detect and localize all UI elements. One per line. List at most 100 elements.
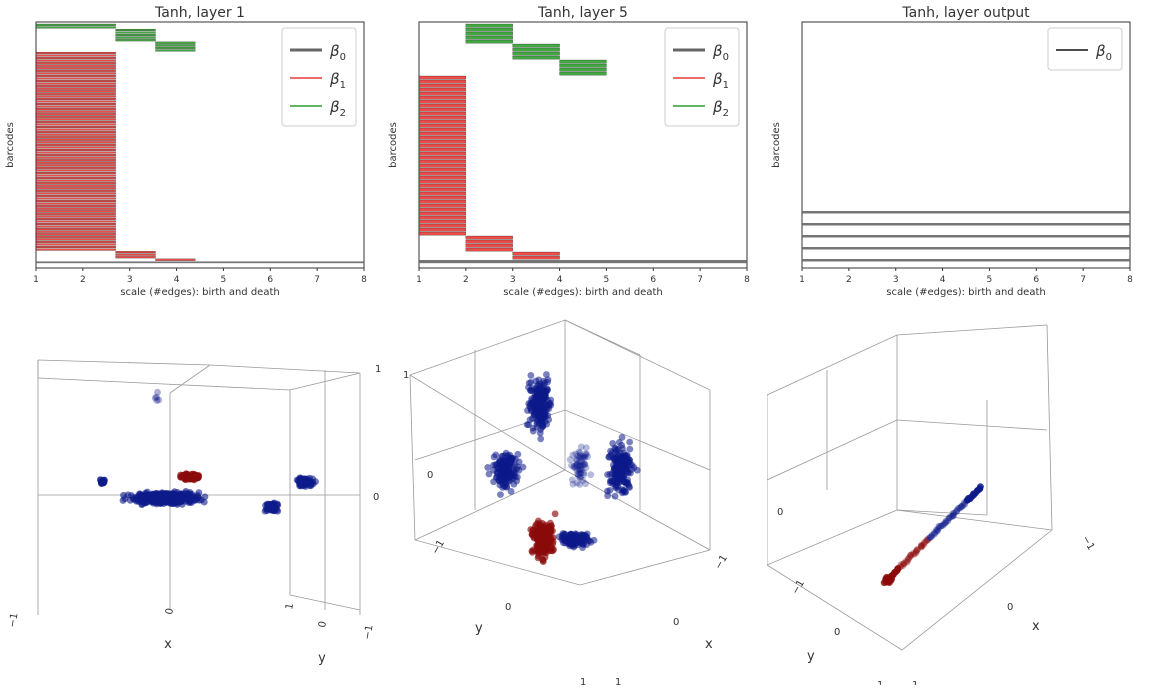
barcode-bar bbox=[35, 207, 116, 210]
barcode-bar bbox=[418, 207, 466, 212]
plot-frame bbox=[801, 21, 1131, 269]
chart-title: Tanh, layer 5 bbox=[537, 5, 628, 21]
data-point bbox=[527, 387, 535, 394]
data-point bbox=[582, 480, 589, 488]
barcode-bar bbox=[35, 177, 116, 180]
data-point bbox=[528, 547, 536, 555]
barcode-bar bbox=[465, 39, 513, 44]
data-point bbox=[582, 450, 590, 458]
data-point bbox=[576, 469, 584, 477]
barcode-bar bbox=[35, 80, 116, 83]
data-point bbox=[515, 458, 523, 466]
barcode-bar bbox=[35, 108, 116, 111]
data-point bbox=[900, 560, 908, 568]
data-point bbox=[573, 467, 581, 474]
barcode-bar bbox=[559, 67, 607, 72]
y-tick-label: 0 bbox=[317, 620, 329, 628]
data-point bbox=[142, 489, 150, 497]
data-point bbox=[573, 460, 581, 468]
barcode-bar bbox=[802, 211, 1130, 214]
data-point bbox=[924, 536, 932, 544]
z-tick-label: −1 bbox=[1079, 534, 1096, 552]
data-point bbox=[934, 526, 942, 534]
x-tick-label: 2 bbox=[846, 275, 852, 285]
data-point bbox=[577, 465, 585, 473]
barcode-bar bbox=[35, 166, 116, 169]
z-tick-label: 0 bbox=[427, 470, 433, 481]
barcode-bar bbox=[802, 247, 1130, 250]
barcode-bar bbox=[418, 199, 466, 204]
barcode-bar bbox=[418, 151, 466, 156]
data-point bbox=[186, 490, 194, 498]
barcode-bar bbox=[35, 62, 116, 65]
data-point bbox=[539, 558, 547, 566]
data-point bbox=[581, 452, 589, 460]
y-axis-label: barcodes bbox=[5, 122, 16, 168]
data-point bbox=[620, 488, 627, 496]
data-point bbox=[307, 482, 315, 490]
y-tick-label: 0 bbox=[834, 627, 840, 638]
data-point bbox=[904, 556, 912, 563]
data-point bbox=[574, 470, 582, 478]
data-point bbox=[906, 553, 914, 561]
data-point bbox=[533, 393, 541, 401]
barcode-bar bbox=[418, 87, 466, 92]
barcode-bar bbox=[512, 47, 560, 52]
x-tick-label: 7 bbox=[1080, 275, 1086, 285]
data-point bbox=[956, 504, 963, 512]
data-point bbox=[528, 531, 536, 539]
x-tick-label: −1 bbox=[7, 612, 20, 628]
barcode-bar bbox=[35, 23, 116, 26]
x-tick-label: 8 bbox=[1127, 275, 1133, 285]
x-tick-label: 4 bbox=[174, 275, 180, 285]
y-axis-label: barcodes bbox=[771, 122, 782, 168]
pane-edge bbox=[37, 359, 361, 374]
data-point bbox=[580, 454, 588, 462]
pane-edge bbox=[767, 324, 1048, 396]
data-point bbox=[302, 477, 310, 485]
barcode-bar bbox=[418, 75, 466, 80]
data-point bbox=[201, 493, 209, 501]
barcode-bar bbox=[35, 126, 116, 129]
barcode-bar bbox=[35, 215, 116, 218]
data-point bbox=[947, 513, 955, 520]
data-point bbox=[501, 463, 509, 470]
barcode-chart-layer-5: Tanh, layer 5 barcodes 1 2 3 4 5 6 7 8 scale (#edg… bbox=[388, 5, 750, 298]
x-tick-label: 3 bbox=[893, 275, 899, 285]
barcode-bar bbox=[418, 103, 466, 108]
barcode-bar bbox=[35, 223, 116, 226]
x-tick-label: 1 bbox=[799, 275, 805, 285]
data-point bbox=[578, 466, 586, 474]
data-point bbox=[312, 478, 319, 485]
data-point bbox=[945, 514, 953, 522]
barcode-bar bbox=[35, 113, 116, 116]
barcode-bar bbox=[35, 118, 116, 121]
data-point bbox=[195, 489, 203, 497]
y-tick-label: −1 bbox=[362, 624, 375, 640]
data-point bbox=[155, 396, 163, 404]
barcode-bar bbox=[35, 246, 116, 249]
data-point bbox=[894, 564, 902, 572]
data-point bbox=[542, 392, 549, 399]
data-point bbox=[100, 476, 108, 484]
x-tick-label: 0 bbox=[1007, 602, 1013, 613]
x-tick-label: 3 bbox=[510, 275, 516, 285]
data-point bbox=[582, 444, 590, 452]
data-point bbox=[576, 449, 584, 457]
data-point bbox=[917, 542, 925, 550]
data-point bbox=[957, 503, 965, 511]
data-point bbox=[604, 471, 611, 479]
barcode-bar bbox=[115, 28, 156, 31]
data-point bbox=[261, 507, 269, 515]
barcode-bar bbox=[35, 217, 116, 220]
data-point bbox=[907, 551, 915, 559]
data-point bbox=[949, 510, 957, 517]
barcode-bar bbox=[35, 92, 116, 95]
barcode-bar bbox=[559, 63, 607, 68]
data-point bbox=[920, 540, 928, 548]
barcode-bar bbox=[35, 233, 116, 236]
data-point bbox=[566, 456, 574, 464]
barcode-bar bbox=[35, 171, 116, 174]
x-tick-label: 6 bbox=[267, 275, 273, 285]
barcode-bar bbox=[418, 187, 466, 192]
